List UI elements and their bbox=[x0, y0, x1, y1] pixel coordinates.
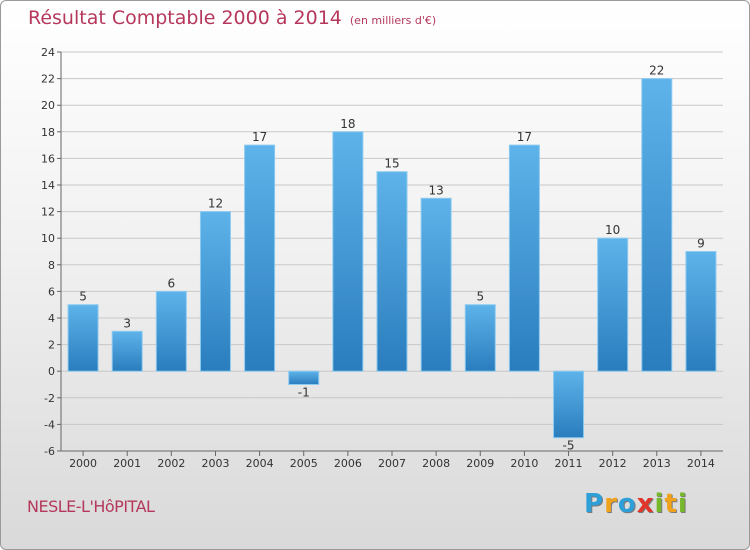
bar bbox=[553, 370, 585, 439]
chart-unit: (en milliers d'€) bbox=[349, 14, 437, 27]
x-tick-label: 2000 bbox=[69, 457, 97, 470]
bar bbox=[288, 370, 320, 386]
bar bbox=[67, 304, 99, 372]
data-label: 15 bbox=[384, 157, 399, 171]
x-tick-label: 2013 bbox=[643, 457, 671, 470]
y-tick-label: 24 bbox=[41, 46, 55, 59]
y-tick-label: 14 bbox=[41, 179, 55, 192]
logo-letter: i bbox=[654, 489, 665, 519]
x-tick-label: 2001 bbox=[113, 457, 141, 470]
x-tick-label: 2011 bbox=[555, 457, 583, 470]
data-label: 3 bbox=[123, 316, 131, 330]
y-tick-label: -6 bbox=[44, 445, 55, 458]
x-tick-label: 2012 bbox=[599, 457, 627, 470]
chart-title-text: Résultat Comptable 2000 à 2014 bbox=[28, 7, 342, 29]
chart-title: Résultat Comptable 2000 à 2014 (en millie… bbox=[28, 7, 436, 29]
data-label: 9 bbox=[697, 237, 705, 251]
bar bbox=[641, 78, 673, 372]
bar bbox=[685, 251, 717, 372]
x-tick-label: 2008 bbox=[422, 457, 450, 470]
bar bbox=[420, 197, 452, 372]
logo-letter: x bbox=[636, 489, 655, 519]
y-tick-label: -4 bbox=[44, 418, 55, 431]
y-tick-label: 20 bbox=[41, 99, 55, 112]
data-label: 5 bbox=[79, 290, 87, 304]
x-tick-label: 2006 bbox=[334, 457, 362, 470]
y-tick-label: 10 bbox=[41, 232, 55, 245]
x-tick-label: 2014 bbox=[687, 457, 715, 470]
data-label: -1 bbox=[298, 386, 310, 400]
y-tick-label: 6 bbox=[48, 285, 55, 298]
logo-letter: i bbox=[677, 489, 688, 519]
y-tick-label: 4 bbox=[48, 312, 55, 325]
y-tick-label: 0 bbox=[48, 365, 55, 378]
y-tick-label: 18 bbox=[41, 126, 55, 139]
y-tick-label: 22 bbox=[41, 73, 55, 86]
x-tick-label: 2010 bbox=[510, 457, 538, 470]
y-tick-label: -2 bbox=[44, 392, 55, 405]
logo-letter: r bbox=[604, 489, 618, 519]
proxiti-logo: Proxiti bbox=[584, 489, 688, 519]
data-label: 17 bbox=[252, 130, 267, 144]
logo-letter: t bbox=[664, 489, 678, 519]
x-tick-label: 2009 bbox=[466, 457, 494, 470]
bar bbox=[376, 171, 408, 372]
x-tick-label: 2002 bbox=[157, 457, 185, 470]
bar bbox=[155, 290, 187, 372]
logo-letter: o bbox=[617, 489, 637, 519]
x-tick-label: 2007 bbox=[378, 457, 406, 470]
y-tick-label: 12 bbox=[41, 206, 55, 219]
commune-name: NESLE-L'HôPITAL bbox=[27, 497, 155, 516]
logo-letter: P bbox=[584, 489, 605, 519]
x-tick-label: 2003 bbox=[201, 457, 229, 470]
data-label: 10 bbox=[605, 223, 620, 237]
x-tick-label: 2004 bbox=[246, 457, 274, 470]
bar bbox=[244, 144, 276, 372]
bar bbox=[199, 211, 231, 372]
bar bbox=[464, 304, 496, 372]
data-label: -5 bbox=[563, 439, 575, 453]
y-tick-label: 16 bbox=[41, 152, 55, 165]
data-label: 17 bbox=[517, 130, 532, 144]
y-tick-label: 8 bbox=[48, 259, 55, 272]
data-label: 5 bbox=[476, 290, 484, 304]
bar bbox=[111, 330, 143, 372]
data-label: 12 bbox=[208, 197, 223, 211]
bar bbox=[508, 144, 540, 372]
data-label: 22 bbox=[649, 64, 664, 78]
y-tick-label: 2 bbox=[48, 339, 55, 352]
data-label: 6 bbox=[168, 276, 176, 290]
bar bbox=[597, 237, 629, 372]
data-label: 18 bbox=[340, 117, 355, 131]
data-label: 13 bbox=[428, 183, 443, 197]
bar bbox=[332, 131, 364, 372]
x-tick-label: 2005 bbox=[290, 457, 318, 470]
